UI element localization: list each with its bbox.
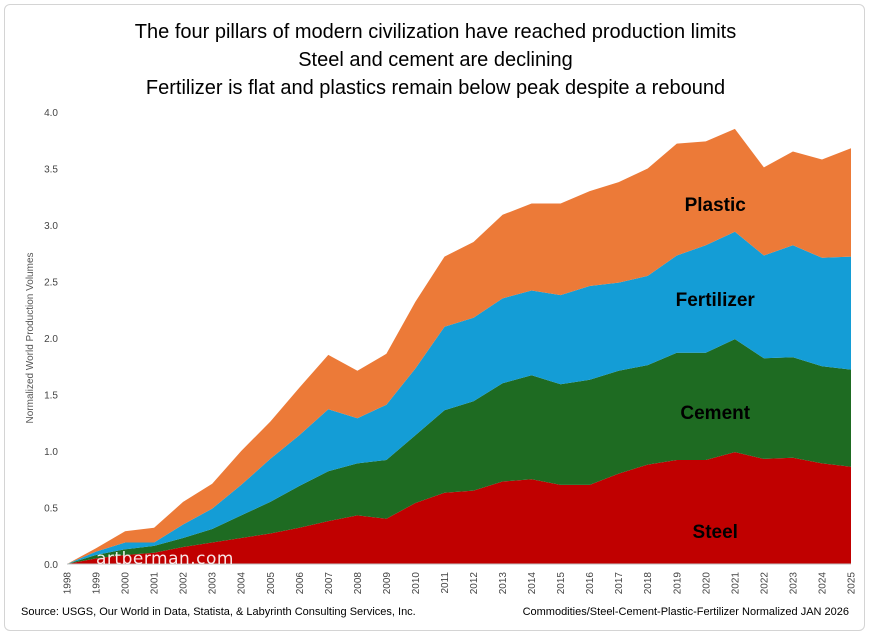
chart-title-line-1: The four pillars of modern civilization … bbox=[134, 21, 737, 43]
y-tick-label: 0.0 bbox=[44, 560, 58, 571]
x-tick-label: 2007 bbox=[324, 572, 335, 595]
area-plastic bbox=[67, 128, 851, 564]
area-cement bbox=[67, 339, 851, 564]
x-tick-label: 2021 bbox=[730, 572, 741, 595]
y-axis-title: Normalized World Production Volumes bbox=[25, 252, 36, 423]
x-tick-label: 2024 bbox=[817, 572, 828, 595]
y-tick-label: 1.0 bbox=[44, 447, 58, 458]
x-tick-label: 2005 bbox=[266, 572, 277, 595]
x-tick-label: 2009 bbox=[382, 572, 393, 595]
source-note: Source: USGS, Our World in Data, Statist… bbox=[21, 606, 416, 618]
x-tick-label: 2003 bbox=[208, 572, 219, 595]
series-label-fertilizer: Fertilizer bbox=[676, 290, 756, 311]
chart-title-line-3: Fertilizer is flat and plastics remain b… bbox=[145, 77, 726, 99]
area-steel bbox=[67, 452, 851, 564]
x-tick-label: 2022 bbox=[759, 572, 770, 595]
x-tick-label: 2001 bbox=[150, 572, 161, 595]
y-tick-label: 0.5 bbox=[44, 504, 58, 515]
x-tick-label: 2016 bbox=[585, 572, 596, 595]
x-tick-label: 2020 bbox=[701, 572, 712, 595]
watermark: artberman.com bbox=[96, 549, 234, 569]
y-tick-label: 1.5 bbox=[44, 391, 58, 402]
x-tick-label: 2018 bbox=[643, 572, 654, 595]
x-tick-label: 2015 bbox=[556, 572, 567, 595]
series-label-steel: Steel bbox=[693, 522, 738, 543]
chart-id-note: Commodities/Steel-Cement-Plastic-Fertili… bbox=[522, 606, 849, 618]
y-tick-label: 3.5 bbox=[44, 165, 58, 176]
chart-title-line-2: Steel and cement are declining bbox=[298, 49, 573, 71]
x-tick-label: 2010 bbox=[411, 572, 422, 595]
x-tick-label: 2023 bbox=[788, 572, 799, 595]
y-tick-label: 3.0 bbox=[44, 221, 58, 232]
area-fertilizer bbox=[67, 231, 851, 565]
y-tick-label: 2.5 bbox=[44, 278, 58, 289]
x-tick-label: 2006 bbox=[295, 572, 306, 595]
y-tick-label: 4.0 bbox=[44, 108, 58, 119]
series-label-plastic: Plastic bbox=[685, 195, 747, 216]
x-tick-label: 2017 bbox=[614, 572, 625, 595]
x-tick-label: 2012 bbox=[469, 572, 480, 595]
x-tick-label: 2019 bbox=[672, 572, 683, 595]
x-tick-label: 2011 bbox=[440, 572, 451, 594]
x-tick-label: 2000 bbox=[121, 572, 132, 595]
x-tick-label: 1998 bbox=[63, 572, 74, 595]
x-tick-label: 2013 bbox=[498, 572, 509, 595]
x-tick-label: 2002 bbox=[179, 572, 190, 595]
x-tick-label: 2014 bbox=[527, 572, 538, 595]
x-tick-label: 2004 bbox=[237, 572, 248, 595]
y-tick-label: 2.0 bbox=[44, 334, 58, 345]
x-tick-label: 2008 bbox=[353, 572, 364, 595]
x-tick-label: 2025 bbox=[847, 572, 858, 595]
x-tick-label: 1999 bbox=[92, 572, 103, 595]
series-label-cement: Cement bbox=[680, 403, 750, 424]
